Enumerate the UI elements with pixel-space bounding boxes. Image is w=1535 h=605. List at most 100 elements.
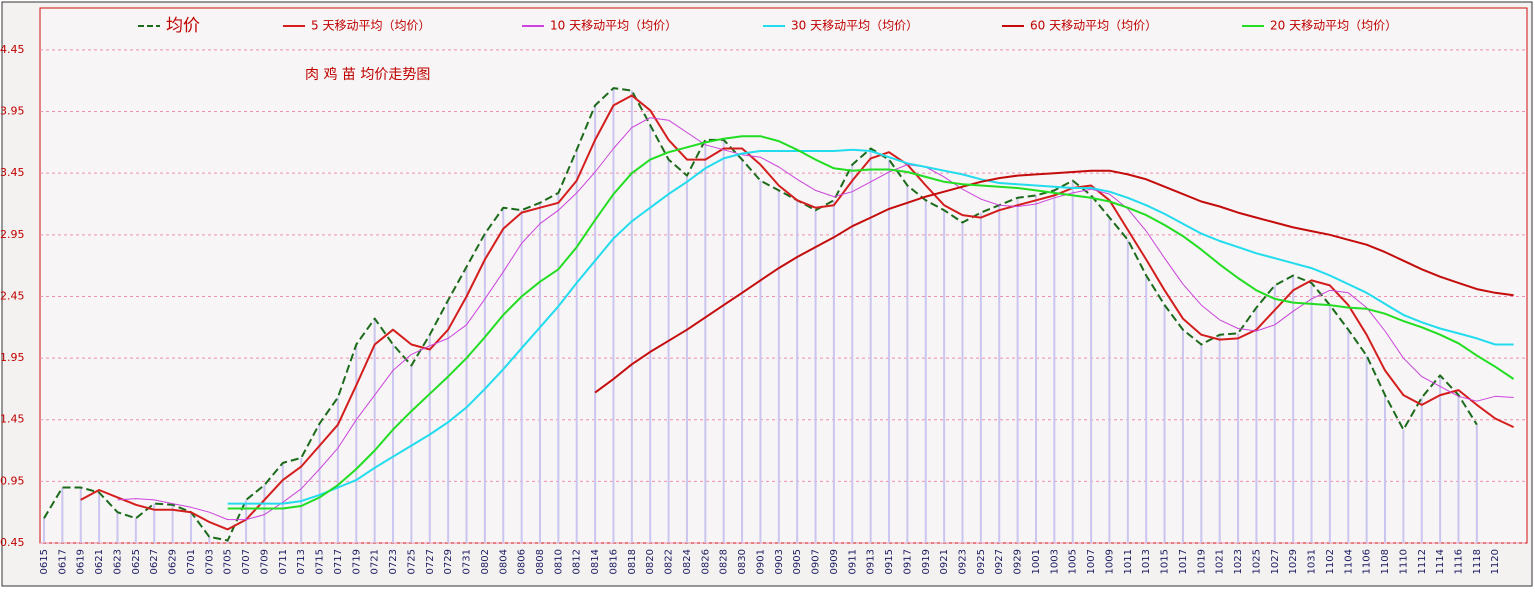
price-bar — [1090, 195, 1093, 543]
price-bar — [704, 139, 707, 543]
price-bar — [1034, 195, 1037, 543]
price-bar — [630, 90, 633, 543]
price-bar — [961, 222, 964, 543]
x-tick-label: 0824 — [682, 549, 693, 574]
x-tick-label: 0619 — [76, 549, 87, 574]
price-bar — [612, 88, 615, 543]
x-tick-label: 1005 — [1068, 549, 1079, 574]
x-tick-label: 0911 — [847, 549, 858, 574]
x-tick-label: 0711 — [278, 549, 289, 574]
x-tick-label: 0909 — [829, 549, 840, 574]
price-bar — [373, 318, 376, 543]
price-bar — [1457, 395, 1460, 543]
x-tick-label: 0625 — [131, 549, 142, 574]
price-bar — [171, 504, 174, 543]
lines — [43, 87, 1515, 542]
x-tick-label: 1027 — [1270, 549, 1281, 574]
x-tick-label: 0903 — [774, 549, 785, 574]
x-tick-label: 0820 — [645, 549, 656, 574]
series-line — [227, 135, 1515, 510]
axis-labels: 0.45 0.95 1.45 1.95 2.45 2.95 3.45 3.95 4.45 0615… — [0, 43, 1501, 575]
price-bar — [318, 423, 321, 543]
price-bar — [1420, 397, 1423, 543]
y-tick-label: 1.45 — [0, 413, 25, 426]
x-tick-label: 0816 — [608, 549, 619, 574]
x-tick-label: 0830 — [737, 549, 748, 574]
x-tick-label: 1106 — [1362, 549, 1373, 574]
price-bar — [1384, 395, 1387, 543]
x-tick-label: 0929 — [1013, 549, 1024, 574]
price-bar — [1347, 329, 1350, 543]
x-tick-label: 0913 — [866, 549, 877, 574]
chart-subtitle: 肉 鸡 苗 均价走势图 — [305, 66, 430, 83]
x-tick-label: 0707 — [241, 549, 252, 574]
price-bar — [1255, 307, 1258, 543]
x-tick-label: 0812 — [572, 549, 583, 574]
y-tick-label: 3.45 — [0, 166, 25, 179]
price-bar — [888, 159, 891, 543]
x-tick-label: 1001 — [1031, 549, 1042, 574]
x-tick-label: 0617 — [57, 549, 68, 574]
y-tick-label: 0.95 — [0, 474, 25, 487]
x-tick-label: 1007 — [1086, 549, 1097, 574]
price-bar — [465, 266, 468, 543]
x-tick-label: 1025 — [1251, 549, 1262, 574]
legend: 均价 5 天移动平均（均价） 10 天移动平均（均价） 30 天移动平均（均价） 60 … — [138, 16, 1397, 36]
price-bar — [98, 492, 101, 543]
price-bar — [1402, 429, 1405, 543]
x-tick-label: 0804 — [498, 549, 509, 574]
price-bar — [392, 344, 395, 543]
price-bar — [428, 334, 431, 543]
y-tick-label: 2.95 — [0, 228, 25, 241]
x-tick-label: 0818 — [627, 549, 638, 574]
x-tick-label: 1031 — [1307, 549, 1318, 574]
price-bar — [1237, 333, 1240, 543]
price-bar — [538, 202, 541, 543]
y-tick-label: 2.45 — [0, 289, 25, 302]
x-tick-label: 0905 — [792, 549, 803, 574]
price-bar — [1218, 334, 1221, 543]
x-tick-label: 0729 — [443, 549, 454, 574]
legend-label: 5 天移动平均（均价） — [311, 19, 430, 33]
x-tick-label: 0810 — [553, 549, 564, 574]
price-bar — [1163, 305, 1166, 543]
y-tick-label: 1.95 — [0, 351, 25, 364]
price-bar — [759, 180, 762, 544]
y-tick-label: 3.95 — [0, 105, 25, 118]
x-tick-label: 0919 — [921, 549, 932, 574]
x-tick-label: 0907 — [811, 549, 822, 574]
price-bar — [998, 205, 1001, 543]
x-tick-label: 0925 — [976, 549, 987, 574]
x-tick-label: 0826 — [700, 549, 711, 574]
price-bar — [502, 207, 505, 544]
x-tick-label: 0615 — [39, 549, 50, 574]
price-bar — [777, 190, 780, 544]
x-tick-label: 0713 — [296, 549, 307, 574]
x-tick-label: 0927 — [994, 549, 1005, 574]
price-bar — [906, 185, 909, 543]
price-bar — [979, 212, 982, 543]
price-bar — [796, 200, 799, 544]
x-tick-label: 0806 — [517, 549, 528, 574]
price-bar — [1200, 344, 1203, 543]
price-bar — [851, 164, 854, 543]
price-bar — [1292, 275, 1295, 543]
price-bar — [832, 200, 835, 544]
price-bar — [43, 518, 45, 543]
series-line — [227, 148, 1514, 505]
grid — [40, 49, 1527, 544]
price-bar — [1310, 282, 1313, 543]
price-bar — [943, 210, 946, 543]
price-bar — [741, 159, 744, 543]
series-line — [43, 87, 1478, 542]
y-tick-label: 0.45 — [0, 536, 25, 549]
price-bar — [79, 487, 82, 543]
price-bar — [153, 503, 156, 543]
price-bars — [43, 88, 1478, 544]
x-tick-label: 0723 — [388, 549, 399, 574]
x-tick-label: 1013 — [1141, 549, 1152, 574]
x-tick-label: 1015 — [1160, 549, 1171, 574]
x-tick-label: 0814 — [590, 549, 601, 574]
x-tick-label: 0717 — [333, 549, 344, 574]
